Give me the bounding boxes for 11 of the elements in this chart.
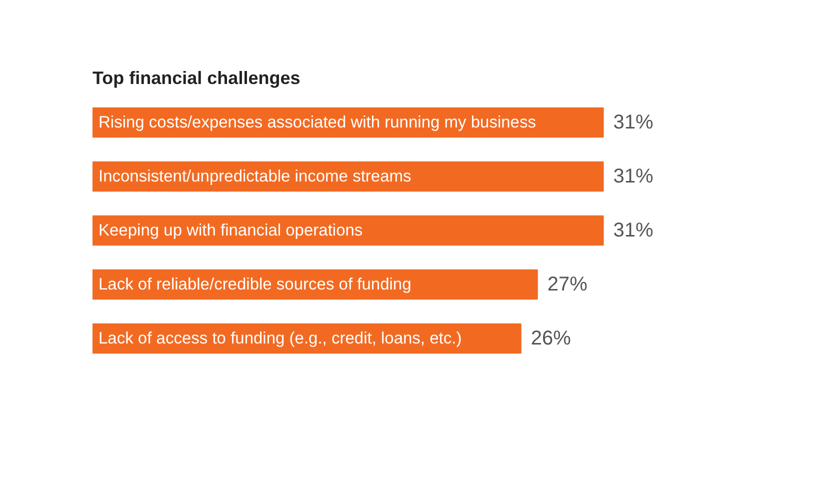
- data-label: 31%: [613, 166, 654, 188]
- y-tick-label: Keeping up with financial operations: [98, 222, 363, 240]
- data-label: 26%: [530, 328, 572, 350]
- y-tick-label: Lack of reliable/credible sources of funding: [98, 276, 412, 294]
- data-label: 31%: [613, 220, 654, 242]
- data-label: 31%: [613, 112, 654, 134]
- y-tick-label: Inconsistent/unpredictable income streams: [98, 168, 412, 186]
- chart-title: Top financial challenges: [92, 68, 300, 88]
- y-tick-label: Lack of access to funding (e.g., credit, loans, etc.): [98, 330, 462, 348]
- data-label: 27%: [547, 274, 588, 296]
- y-tick-label: Rising costs/expenses associated with running my business: [98, 114, 536, 132]
